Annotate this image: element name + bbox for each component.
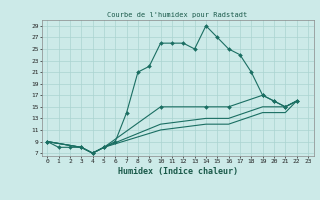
X-axis label: Humidex (Indice chaleur): Humidex (Indice chaleur) xyxy=(118,167,237,176)
Title: Courbe de l'humidex pour Radstadt: Courbe de l'humidex pour Radstadt xyxy=(108,12,248,18)
